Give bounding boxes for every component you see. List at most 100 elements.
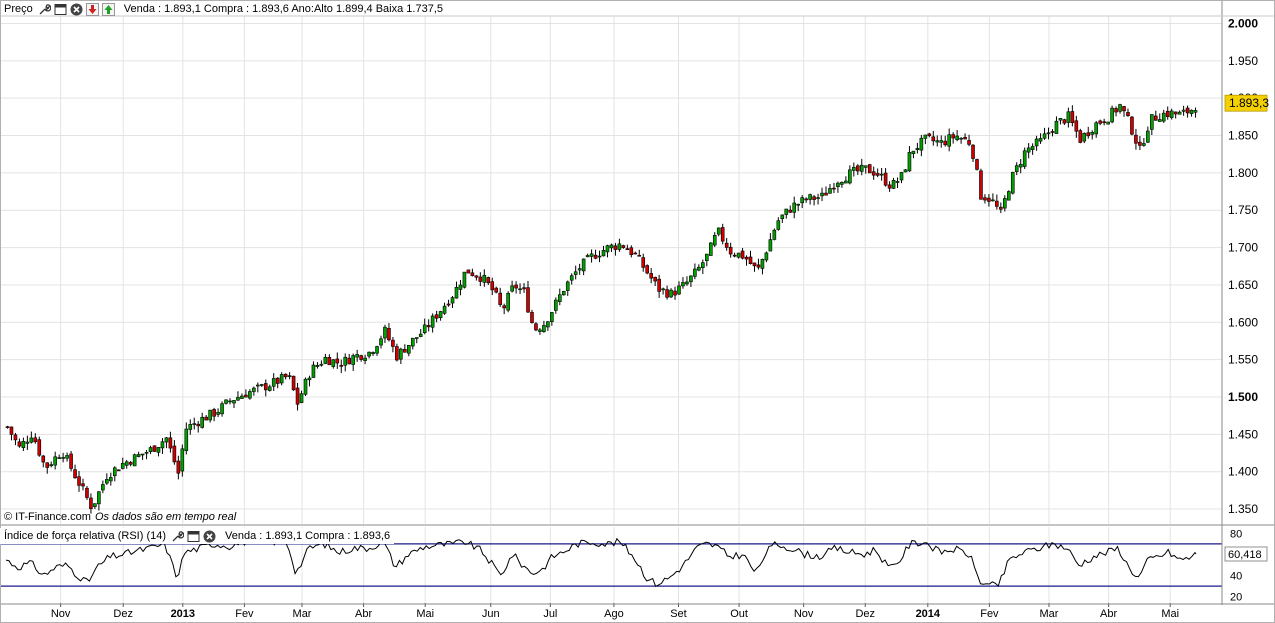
price-candle-up <box>1146 130 1150 143</box>
price-candle-up <box>164 437 169 443</box>
price-candle-up <box>65 455 69 459</box>
price-y-axis: 2.0001.9501.9001.8501.8001.7501.7001.650… <box>1224 16 1269 516</box>
price-candle-up <box>287 375 292 377</box>
price-candle-down <box>720 227 725 242</box>
price-candle-up <box>156 447 161 453</box>
price-candle-down <box>395 346 399 361</box>
price-candle-down <box>486 277 491 284</box>
price-candle-up <box>915 148 920 151</box>
price-candle-up <box>21 441 26 448</box>
wrench-icon[interactable] <box>38 3 51 16</box>
price-candle-down <box>724 242 729 248</box>
price-candle-up <box>25 441 30 444</box>
price-candle-up <box>112 467 117 477</box>
price-candle-down <box>498 292 502 305</box>
price-candle-up <box>792 202 797 213</box>
x-tick-label: Dez <box>113 608 133 620</box>
price-candle-down <box>812 196 816 200</box>
price-candle-down <box>514 284 518 289</box>
price-candle-down <box>613 245 618 250</box>
price-candle-down <box>283 373 288 378</box>
x-tick-label: Ago <box>604 608 624 620</box>
price-candle-down <box>391 339 395 347</box>
price-candle-up <box>351 355 355 365</box>
last-price-label: 1.893,3 <box>1229 96 1269 110</box>
rsi-last-badge <box>1224 546 1268 562</box>
price-tick-label: 2.000 <box>1228 16 1258 30</box>
price-candle-up <box>61 457 65 459</box>
x-tick-label: Nov <box>51 608 71 620</box>
price-candle-up <box>29 437 34 443</box>
price-candle-down <box>740 250 745 259</box>
price-candle-up <box>677 285 681 295</box>
close-icon[interactable] <box>70 3 83 16</box>
price-candle-up <box>252 387 256 392</box>
price-candle-down <box>176 460 181 474</box>
price-candle-down <box>128 462 133 465</box>
price-candle-up <box>331 359 336 367</box>
price-candle-up <box>307 377 312 381</box>
price-candle-up <box>712 234 717 246</box>
price-tick-label: 1.750 <box>1228 203 1258 217</box>
price-candle-up <box>1094 122 1098 135</box>
price-candle-up <box>1193 110 1198 113</box>
price-candle-up <box>546 321 550 328</box>
price-candle-down <box>832 187 836 190</box>
price-candle-up <box>840 182 844 185</box>
price-candle-down <box>327 357 332 366</box>
price-candle-up <box>1110 107 1114 123</box>
price-candle-up <box>859 164 864 172</box>
price-candle-up <box>899 172 904 181</box>
wrench-icon[interactable] <box>171 530 185 543</box>
price-candle-up <box>585 255 590 258</box>
price-candle-up <box>1150 114 1154 130</box>
price-candle-down <box>17 441 22 447</box>
price-candle-up <box>597 255 602 258</box>
arrow-up-green-icon[interactable] <box>101 2 115 16</box>
price-candle-up <box>776 220 781 230</box>
price-candle-up <box>228 400 232 403</box>
price-candle-down <box>212 409 216 417</box>
price-candle-up <box>923 134 928 139</box>
price-candle-down <box>291 375 296 391</box>
price-candle-down <box>995 200 999 207</box>
price-candle-up <box>303 378 308 395</box>
price-candle-up <box>852 167 856 171</box>
price-candle-up <box>180 448 185 472</box>
price-candle-up <box>1181 109 1186 112</box>
arrow-down-red-icon[interactable] <box>85 2 99 16</box>
price-tick-label: 1.600 <box>1228 315 1258 329</box>
price-candle-down <box>732 254 737 257</box>
price-candle-down <box>335 358 340 364</box>
price-candle-up <box>355 354 359 358</box>
price-candle-down <box>871 171 876 176</box>
price-candle-down <box>426 325 431 328</box>
window-icon[interactable] <box>54 3 67 16</box>
price-candle-up <box>93 503 97 507</box>
close-icon[interactable] <box>203 530 216 543</box>
price-candle-down <box>657 278 661 292</box>
price-candle-up <box>716 227 721 235</box>
price-candle-up <box>939 140 944 143</box>
price-candle-up <box>462 271 467 288</box>
price-candle-down <box>983 197 987 201</box>
price-candle-up <box>1018 163 1023 168</box>
price-candle-down <box>1102 121 1106 124</box>
x-tick-label: Nov <box>794 608 814 620</box>
price-candle-down <box>204 416 208 421</box>
price-candle-down <box>625 248 630 251</box>
price-candle-down <box>673 290 677 296</box>
price-candle-up <box>120 463 125 469</box>
price-candle-down <box>295 387 300 405</box>
window-icon[interactable] <box>187 530 200 543</box>
price-candle-down <box>490 281 495 291</box>
price-candle-down <box>855 165 860 172</box>
price-candle-up <box>577 268 582 271</box>
price-panel-toolbar: Preço Venda : 1.893,1 Compra : 1.893,6 A… <box>0 1 443 17</box>
price-candle-up <box>569 275 574 281</box>
x-tick-label: Jul <box>543 608 557 620</box>
price-candle-up <box>581 258 586 272</box>
price-candle-down <box>987 197 991 202</box>
price-candle-down <box>73 469 77 479</box>
price-candle-up <box>1006 191 1011 201</box>
